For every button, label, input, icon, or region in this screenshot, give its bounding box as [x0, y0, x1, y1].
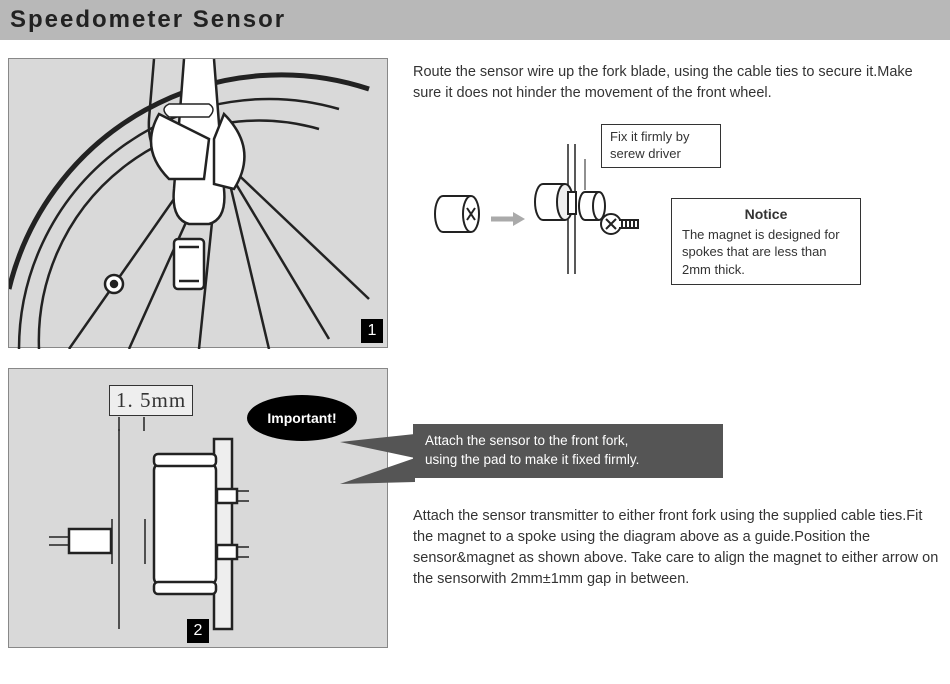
- notice-title: Notice: [682, 205, 850, 224]
- row1-right: Route the sensor wire up the fork blade,…: [413, 58, 942, 285]
- callout-arrows: [335, 424, 415, 494]
- notice-body: The magnet is designed for spokes that a…: [682, 226, 850, 279]
- screw-diagram-row: Fix it firmly by serew driver Notice The…: [413, 124, 942, 285]
- step-badge-2: 2: [187, 619, 209, 643]
- diagram-panel-2: 1. 5mm Important!: [8, 368, 388, 648]
- panel2-text: Attach the sensor transmitter to either …: [413, 506, 942, 590]
- wheel-diagram: [9, 59, 389, 349]
- step-badge-1: 1: [361, 319, 383, 343]
- row-2: 1. 5mm Important!: [8, 368, 942, 648]
- panel1-text: Route the sensor wire up the fork blade,…: [413, 62, 942, 104]
- row2-right: Attach the sensor to the front fork, usi…: [413, 368, 942, 606]
- row-1: 1 Route the sensor wire up the fork blad…: [8, 58, 942, 348]
- fix-label: Fix it firmly by serew driver: [601, 124, 721, 168]
- callout-box: Attach the sensor to the front fork, usi…: [413, 424, 723, 478]
- diagram-panel-1: 1: [8, 58, 388, 348]
- notice-box: Notice The magnet is designed for spokes…: [671, 198, 861, 286]
- section-title: Speedometer Sensor: [0, 0, 950, 40]
- dimension-label: 1. 5mm: [109, 385, 193, 416]
- content-area: 1 Route the sensor wire up the fork blad…: [0, 40, 950, 678]
